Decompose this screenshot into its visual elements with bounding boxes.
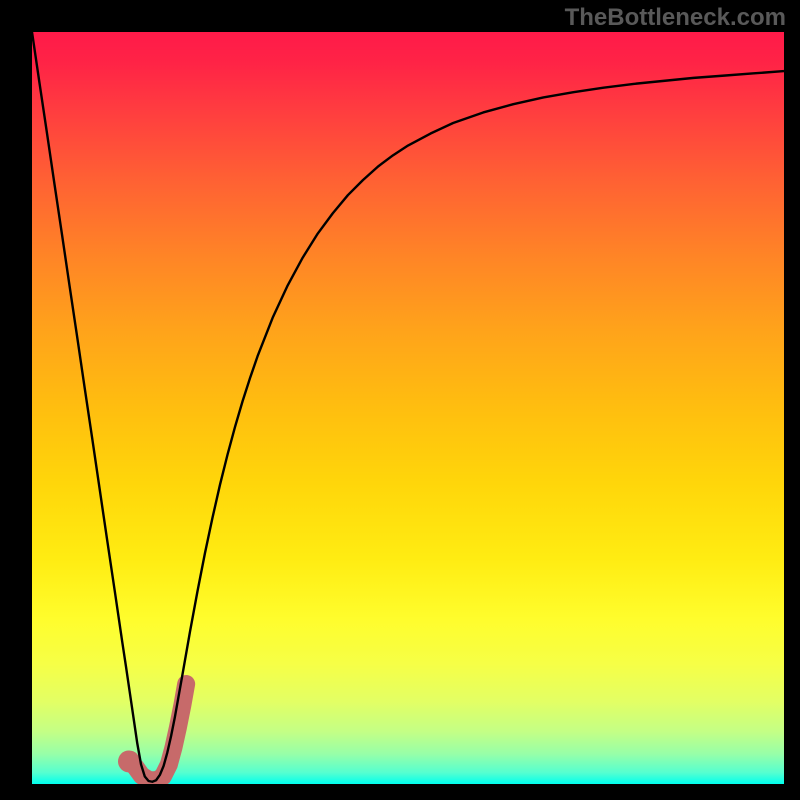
- chart-container: TheBottleneck.com: [0, 0, 800, 800]
- plot-area: [32, 32, 784, 784]
- curve-layer: [32, 32, 784, 784]
- watermark-text: TheBottleneck.com: [565, 4, 786, 32]
